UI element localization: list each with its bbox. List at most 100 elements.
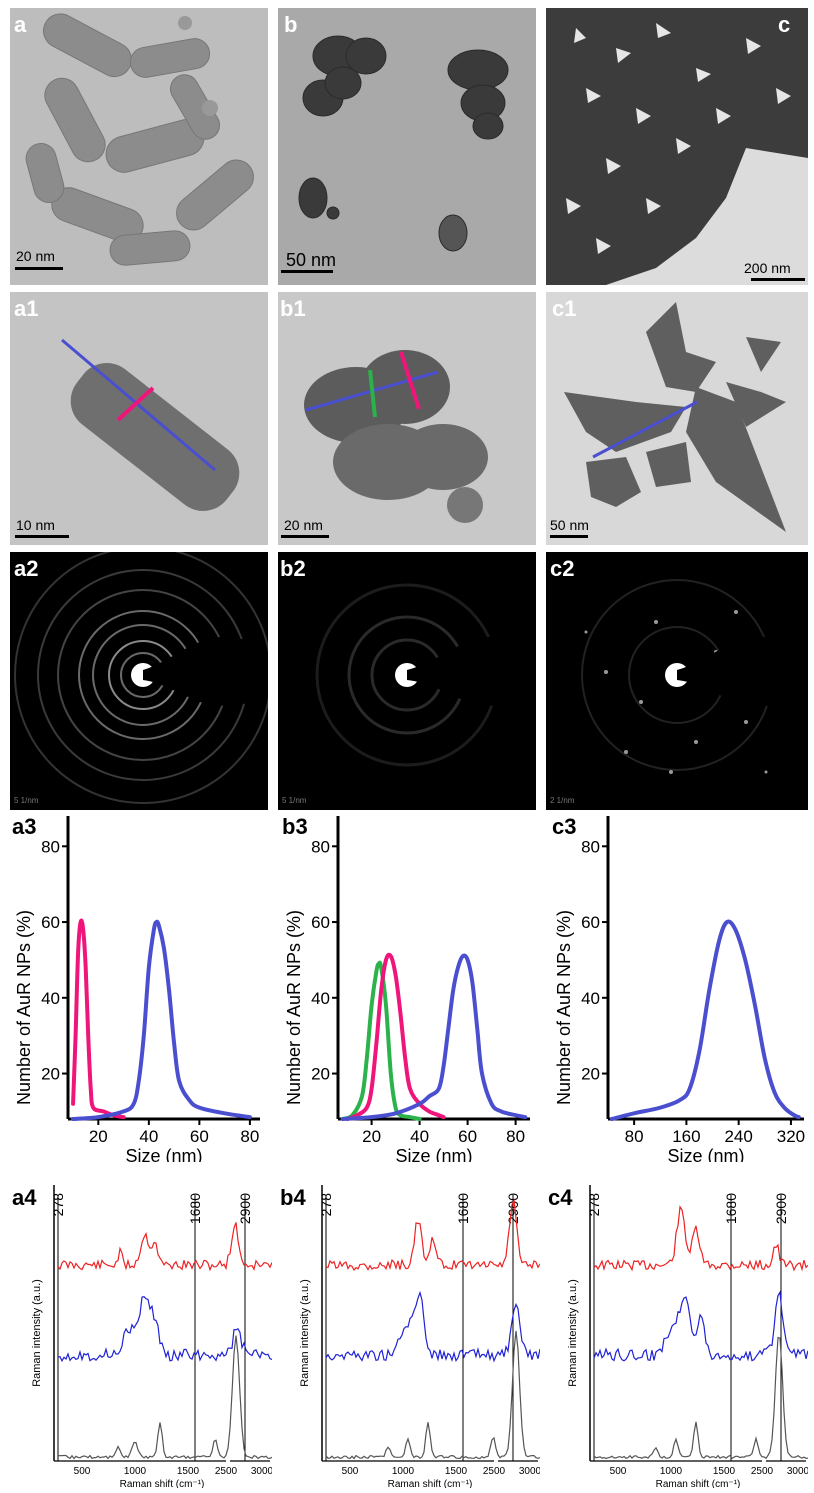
y-tick-label: 20 [311,1065,330,1084]
x-axis-title: Size (nm) [667,1146,744,1162]
raman-trace-gray [57,1335,273,1460]
raman-chart-c4: c4 Raman intensity (a.u.) 500 1000 1500 2500 3… [536,1165,810,1490]
x-tick-label: 320 [777,1127,805,1146]
y-tick-label: 60 [41,913,60,932]
y-axis-title: Raman intensity (a.u.) [567,1279,579,1387]
x-tick-label: 80 [625,1127,644,1146]
y-axis-title: Raman intensity (a.u.) [31,1279,43,1387]
series-line-blue [340,953,528,1121]
distribution-chart-c3: c3 20 40 60 80 80 160 240 320 Size (nm) Number of … [540,812,814,1166]
panel-label-a2: a2 [14,556,39,581]
x-tick-label: 1000 [124,1466,147,1477]
tem-panel-c1: c1 50 nm [546,292,808,545]
scale-text-a2: 5 1/nm [14,796,39,805]
x-tick-label: 240 [724,1127,752,1146]
y-axis-title: Number of AuR NPs (%) [14,910,34,1105]
y-tick-label: 20 [41,1065,60,1084]
x-tick-label: 20 [89,1127,108,1146]
tem-panel-a1: a1 10 nm [10,292,268,545]
x-tick-label: 60 [458,1127,477,1146]
x-tick-label: 2500 [215,1466,238,1477]
panel-label-c1: c1 [552,296,577,321]
x-tick-label: 500 [610,1466,627,1477]
x-tick-label: 20 [362,1127,381,1146]
saed-image-a2 [10,552,268,810]
panel-label-a: a [14,12,27,37]
y-tick-label: 80 [41,837,60,856]
y-axis-title: Number of AuR NPs (%) [554,910,574,1105]
raman-trace-blue [57,1296,273,1363]
scale-text-c: 200 nm [744,260,791,276]
y-tick-label: 40 [311,989,330,1008]
y-tick-label: 60 [311,913,330,932]
y-tick-label: 80 [581,837,600,856]
tem-panel-b: b 50 nm [278,8,536,285]
x-tick-label: 3000 [787,1466,808,1477]
raman-trace-red [593,1205,809,1272]
x-axis-title: Raman shift (cm⁻¹) [120,1479,205,1488]
saed-image-b2 [278,552,536,810]
x-tick-label: 1500 [713,1466,736,1477]
series-line-magenta [71,918,126,1120]
panel-label-c: c [778,12,791,37]
raman-svg-a4: a4 Raman intensity (a.u.) 500 1000 1500 2500 3… [12,1185,274,1490]
scale-text-b1: 20 nm [284,517,323,533]
raman-trace-gray [593,1336,809,1460]
x-tick-label: 500 [74,1466,91,1477]
marker-label: 278 [318,1193,334,1217]
y-axis-title: Number of AuR NPs (%) [284,910,304,1105]
x-tick-label: 2500 [751,1466,774,1477]
tem-image-c1 [546,292,808,545]
tem-image-c [546,8,808,285]
tem-image-b [278,8,536,285]
x-tick-label: 1500 [445,1466,468,1477]
x-tick-label: 60 [190,1127,209,1146]
y-tick-label: 20 [581,1065,600,1084]
tem-image-a [10,8,268,285]
saed-image-c2 [546,552,808,810]
y-tick-label: 40 [581,989,600,1008]
x-tick-label: 500 [342,1466,359,1477]
marker-label: 278 [586,1193,602,1217]
raman-svg-c4: c4 Raman intensity (a.u.) 500 1000 1500 2500 3… [548,1185,810,1490]
raman-chart-b4: b4 Raman intensity (a.u.) 500 1000 1500 2500 3… [268,1165,542,1490]
x-tick-label: 1000 [660,1466,683,1477]
x-tick-label: 1500 [177,1466,200,1477]
raman-chart-a4: a4 Raman intensity (a.u.) 500 1000 1500 2500 3… [0,1165,274,1490]
x-tick-label: 40 [139,1127,158,1146]
marker-label: 2900 [505,1193,521,1224]
raman-trace-red [325,1198,541,1272]
tem-image-b1 [278,292,536,545]
scale-bar-a1 [15,535,69,538]
x-tick-label: 2500 [483,1466,506,1477]
panel-label-a1: a1 [14,296,39,321]
distribution-svg-c3: c3 20 40 60 80 80 160 240 320 Size (nm) Number of … [552,814,805,1166]
panel-label-b4: b4 [280,1185,306,1210]
raman-trace-red [57,1222,273,1272]
panel-label-b1: b1 [280,296,306,321]
y-tick-label: 40 [41,989,60,1008]
saed-panel-c2: c2 2 1/nm [546,552,808,810]
saed-panel-a2: a2 5 1/nm [10,552,268,810]
raman-svg-b4: b4 Raman intensity (a.u.) 500 1000 1500 2500 3… [280,1185,542,1490]
x-tick-label: 3000 [251,1466,272,1477]
tem-image-a1 [10,292,268,545]
panel-label-b: b [284,12,298,37]
y-axis-title: Raman intensity (a.u.) [299,1279,311,1387]
y-tick-label: 80 [311,837,330,856]
distribution-chart-b3: b3 20 40 60 80 20 40 60 80 Size (nm) Number of AuR… [270,812,540,1166]
tem-panel-a: a 20 nm [10,8,268,285]
x-tick-label: 160 [672,1127,700,1146]
distribution-svg-a3: a3 20 40 60 80 20 40 60 80 Size (nm) Number of AuR… [12,814,260,1166]
series-line-green [340,960,422,1121]
scale-text-c1: 50 nm [550,517,589,533]
series-line-blue [71,919,252,1121]
marker-label: 2900 [773,1193,789,1224]
series-line-blue [609,919,801,1121]
scale-text-b: 50 nm [286,250,337,270]
scale-bar-a [15,267,63,270]
distribution-svg-b3: b3 20 40 60 80 20 40 60 80 Size (nm) Number of AuR… [282,814,530,1166]
x-tick-label: 3000 [519,1466,540,1477]
scale-text-a: 20 nm [16,248,55,264]
marker-label: 2900 [237,1193,253,1224]
